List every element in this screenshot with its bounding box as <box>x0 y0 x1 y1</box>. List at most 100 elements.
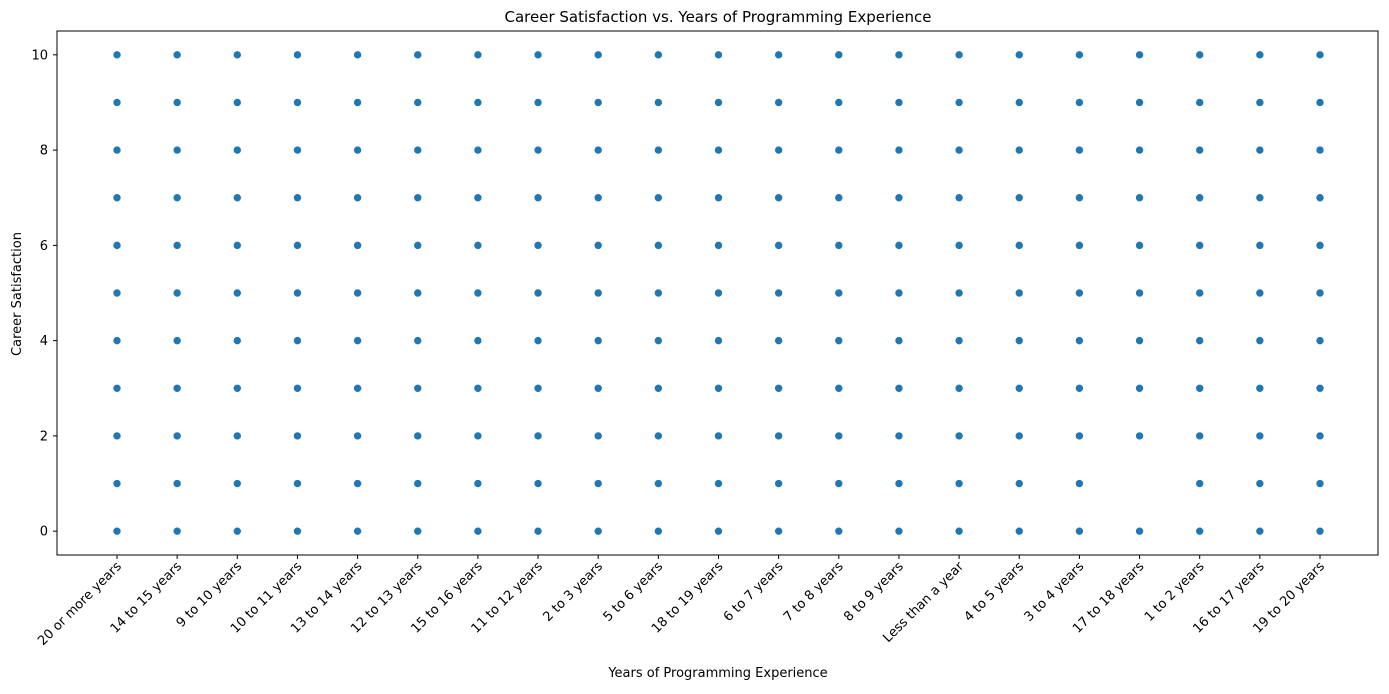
data-point <box>293 479 302 488</box>
x-tick-label: 20 or more years <box>35 559 125 649</box>
data-point <box>894 479 904 488</box>
data-point <box>1014 288 1024 298</box>
data-point <box>714 526 723 536</box>
data-point <box>413 383 423 393</box>
data-point <box>894 526 904 536</box>
data-point <box>774 383 783 393</box>
x-tick-label: 7 to 8 years <box>781 559 847 625</box>
data-point <box>654 526 663 536</box>
data-point <box>1014 241 1024 250</box>
data-point <box>473 145 483 155</box>
data-point <box>353 526 362 536</box>
data-point <box>233 526 242 536</box>
data-point <box>112 145 122 155</box>
data-point <box>834 336 844 345</box>
data-point <box>593 526 603 536</box>
data-point <box>774 336 783 345</box>
data-point <box>1315 145 1325 155</box>
data-point <box>112 241 122 250</box>
data-point <box>1195 479 1204 488</box>
data-point <box>353 431 362 441</box>
data-point <box>233 50 242 60</box>
data-point <box>714 336 723 345</box>
data-point <box>533 50 543 60</box>
data-point <box>654 193 663 203</box>
data-point <box>293 241 302 250</box>
data-point <box>714 241 723 250</box>
data-point <box>1014 383 1024 393</box>
data-point <box>172 288 182 298</box>
data-point <box>1135 288 1144 298</box>
data-point <box>654 479 663 488</box>
data-point <box>413 145 423 155</box>
data-point <box>593 241 603 250</box>
data-point <box>954 336 964 345</box>
data-point <box>593 336 603 345</box>
data-point <box>1255 336 1265 345</box>
data-point <box>894 145 904 155</box>
data-point <box>1135 383 1144 393</box>
data-point <box>293 336 302 345</box>
data-point <box>353 383 362 393</box>
data-point <box>473 50 483 60</box>
data-point <box>1135 98 1144 107</box>
data-point <box>233 193 242 203</box>
data-point <box>593 98 603 107</box>
data-point <box>533 241 543 250</box>
data-point <box>473 479 483 488</box>
y-tick-label: 4 <box>40 334 48 349</box>
data-point <box>233 241 242 250</box>
data-point <box>593 193 603 203</box>
data-point <box>1014 98 1024 107</box>
data-point <box>233 479 242 488</box>
data-point <box>1255 431 1265 441</box>
data-point <box>714 50 723 60</box>
data-point <box>1195 98 1204 107</box>
data-point <box>1135 145 1144 155</box>
data-point <box>1315 526 1325 536</box>
x-tick-label: 4 to 5 years <box>961 559 1027 625</box>
data-point <box>654 50 663 60</box>
data-point <box>473 288 483 298</box>
data-point <box>1075 431 1084 441</box>
data-point <box>1255 383 1265 393</box>
data-point <box>714 145 723 155</box>
data-point <box>172 193 182 203</box>
data-point <box>1315 288 1325 298</box>
data-point <box>353 241 362 250</box>
data-point <box>172 479 182 488</box>
x-tick-label: 8 to 9 years <box>841 559 907 625</box>
data-point <box>533 193 543 203</box>
data-point <box>1075 98 1084 107</box>
data-point <box>774 193 783 203</box>
data-point <box>172 383 182 393</box>
data-point <box>473 383 483 393</box>
data-point <box>1315 479 1325 488</box>
data-point <box>834 383 844 393</box>
y-tick-label: 10 <box>31 48 48 63</box>
data-point <box>473 526 483 536</box>
data-point <box>954 431 964 441</box>
data-point <box>413 50 423 60</box>
x-tick-label: 1 to 2 years <box>1142 559 1208 625</box>
data-point <box>1195 193 1204 203</box>
data-point <box>1014 336 1024 345</box>
data-point <box>413 526 423 536</box>
data-point <box>1075 383 1084 393</box>
data-point <box>293 431 302 441</box>
data-point <box>1315 193 1325 203</box>
data-point <box>714 383 723 393</box>
data-point <box>112 383 122 393</box>
data-point <box>834 145 844 155</box>
data-point <box>1014 431 1024 441</box>
data-point <box>834 241 844 250</box>
data-point <box>1315 98 1325 107</box>
data-point <box>1255 241 1265 250</box>
data-point <box>654 145 663 155</box>
data-point <box>1195 526 1204 536</box>
data-point <box>774 50 783 60</box>
data-point <box>112 288 122 298</box>
